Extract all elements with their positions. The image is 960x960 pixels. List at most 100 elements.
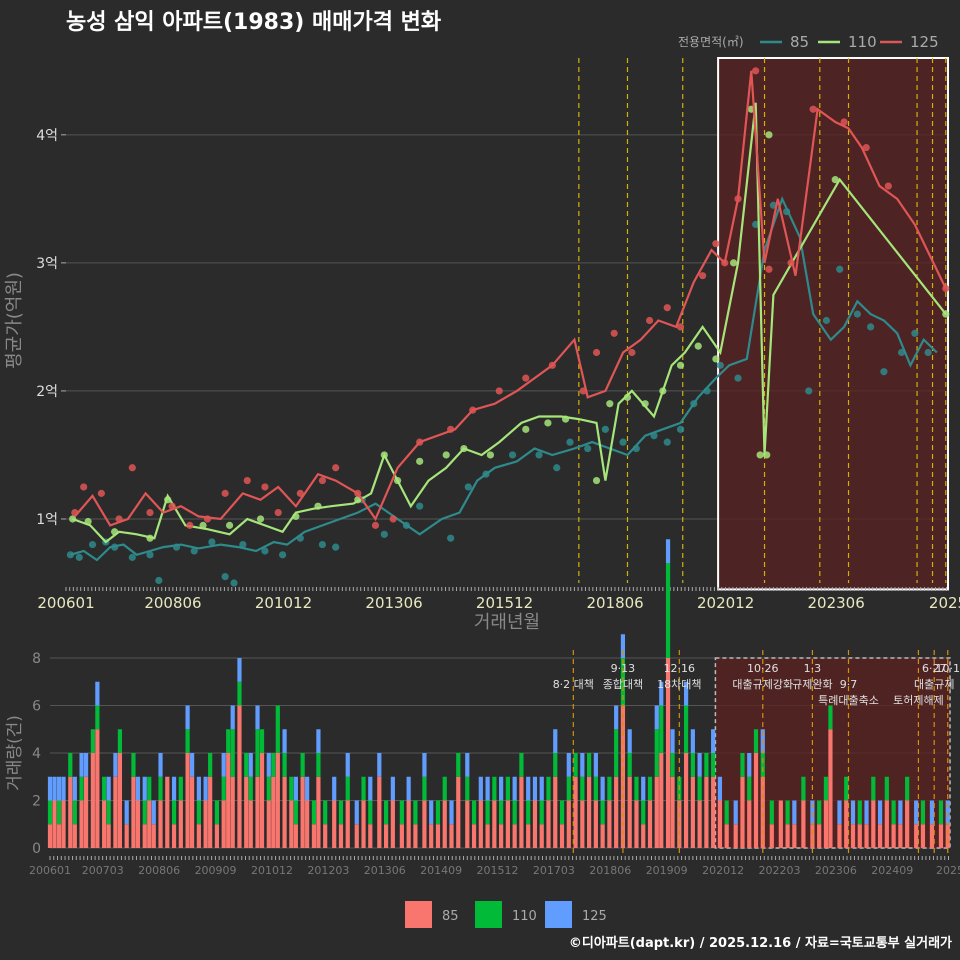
volume-bar-85 (259, 753, 265, 848)
volume-bar-110 (208, 753, 213, 777)
volume-bar-110 (580, 776, 585, 801)
volume-bar-85 (255, 776, 260, 848)
volume-legend-key-85 (405, 901, 432, 928)
volume-bar-85 (221, 800, 226, 848)
volume-bar-125 (47, 776, 53, 801)
price-point-85 (66, 551, 75, 559)
price-point-110 (380, 451, 388, 459)
volume-bar-125 (717, 776, 723, 801)
volume-bar-110 (553, 753, 558, 777)
price-point-110 (694, 342, 702, 350)
volume-bar-125 (733, 800, 738, 825)
volume-bar-110 (801, 776, 806, 801)
price-point-110 (314, 502, 322, 510)
volume-bar-125 (79, 753, 84, 777)
price-point-125 (522, 374, 530, 382)
price-point-110 (416, 457, 424, 465)
volume-bar-85 (717, 800, 723, 848)
volume-bar-85 (244, 776, 249, 848)
volume-bar-85 (178, 800, 183, 848)
volume-bar-85 (230, 776, 235, 848)
volume-x-tick-label: 202012 (702, 864, 744, 877)
volume-bar-125 (539, 776, 544, 801)
volume-bar-125 (390, 776, 395, 801)
volume-bar-125 (56, 776, 62, 801)
volume-bar-85 (929, 824, 935, 848)
price-point-110 (225, 521, 234, 529)
volume-bar-125 (690, 729, 695, 753)
volume-bar-85 (68, 776, 73, 848)
price-point-85 (836, 265, 844, 273)
price-point-85 (553, 464, 561, 472)
volume-bar-85 (422, 800, 427, 848)
volume-bar-110 (683, 705, 689, 753)
price-point-85 (703, 387, 711, 395)
volume-bar-125 (185, 705, 190, 730)
volume-x-tick-label: 202409 (871, 864, 913, 877)
price-point-85 (318, 540, 327, 549)
volume-bar-110 (828, 705, 833, 730)
volume-policy-annotation: 12·16 (664, 662, 696, 675)
volume-bar-110 (711, 753, 716, 777)
price-point-85 (146, 551, 154, 559)
volume-bar-85 (323, 824, 328, 848)
price-point-125 (146, 508, 154, 517)
volume-bar-85 (573, 776, 578, 848)
volume-bar-85 (634, 800, 639, 848)
volume-bar-110 (221, 776, 226, 801)
volume-bar-85 (52, 800, 57, 848)
price-point-125 (495, 387, 503, 395)
volume-bar-125 (406, 776, 411, 801)
chart-title: 농성 삼익 아파트(1983) 매매가격 변화 (66, 10, 442, 35)
volume-bar-110 (316, 753, 321, 777)
price-point-110 (442, 451, 450, 459)
price-point-85 (402, 521, 411, 529)
volume-policy-annotation: 1·3 (804, 662, 822, 675)
price-point-110 (623, 393, 632, 401)
volume-bar-85 (817, 824, 822, 848)
volume-legend-label-110: 110 (512, 909, 537, 924)
price-x-tick-label: 202012 (697, 594, 754, 612)
volume-bar-85 (539, 824, 544, 848)
volume-bar-85 (683, 753, 689, 848)
volume-bar-125 (230, 705, 235, 730)
volume-bar-110 (769, 800, 774, 825)
volume-bar-110 (399, 800, 404, 825)
volume-bar-85 (289, 800, 294, 848)
volume-bar-110 (79, 776, 84, 801)
volume-bar-85 (271, 776, 276, 848)
price-x-tick-label: 201806 (586, 594, 643, 612)
volume-bar-125 (221, 753, 226, 777)
volume-bar-110 (56, 800, 62, 825)
volume-bar-85 (124, 824, 129, 848)
price-point-125 (115, 515, 123, 523)
volume-bar-110 (178, 776, 183, 801)
price-point-85 (650, 432, 658, 440)
volume-chart: 0 2 4 6 8 8·2 대책 9·13 종합대책 12·16 18차대책 10·26 대출규제강화… (5, 539, 960, 928)
volume-bar-125 (697, 753, 702, 777)
volume-bar-125 (354, 800, 359, 825)
price-point-85 (416, 502, 424, 510)
price-point-125 (389, 515, 397, 523)
volume-y-tick-label: 4 (32, 746, 41, 762)
price-point-110 (354, 496, 362, 504)
volume-bar-110 (68, 753, 73, 777)
volume-bar-125 (485, 776, 490, 801)
volume-bar-110 (546, 776, 551, 801)
volume-bar-85 (147, 800, 152, 848)
volume-bar-125 (142, 776, 147, 801)
volume-bar-85 (553, 776, 558, 848)
volume-bar-110 (647, 776, 653, 801)
volume-bar-125 (345, 753, 350, 777)
price-y-axis-label: 평균가(억원) (4, 272, 25, 369)
volume-bar-125 (553, 729, 558, 753)
volume-bar-85 (546, 800, 551, 848)
price-point-110 (592, 476, 601, 485)
volume-bar-85 (559, 824, 565, 848)
price-point-110 (256, 515, 265, 523)
volume-bar-85 (300, 776, 305, 848)
volume-bar-110 (117, 729, 123, 753)
volume-bar-85 (778, 800, 783, 848)
volume-bar-85 (837, 824, 842, 848)
volume-bar-110 (760, 753, 765, 777)
